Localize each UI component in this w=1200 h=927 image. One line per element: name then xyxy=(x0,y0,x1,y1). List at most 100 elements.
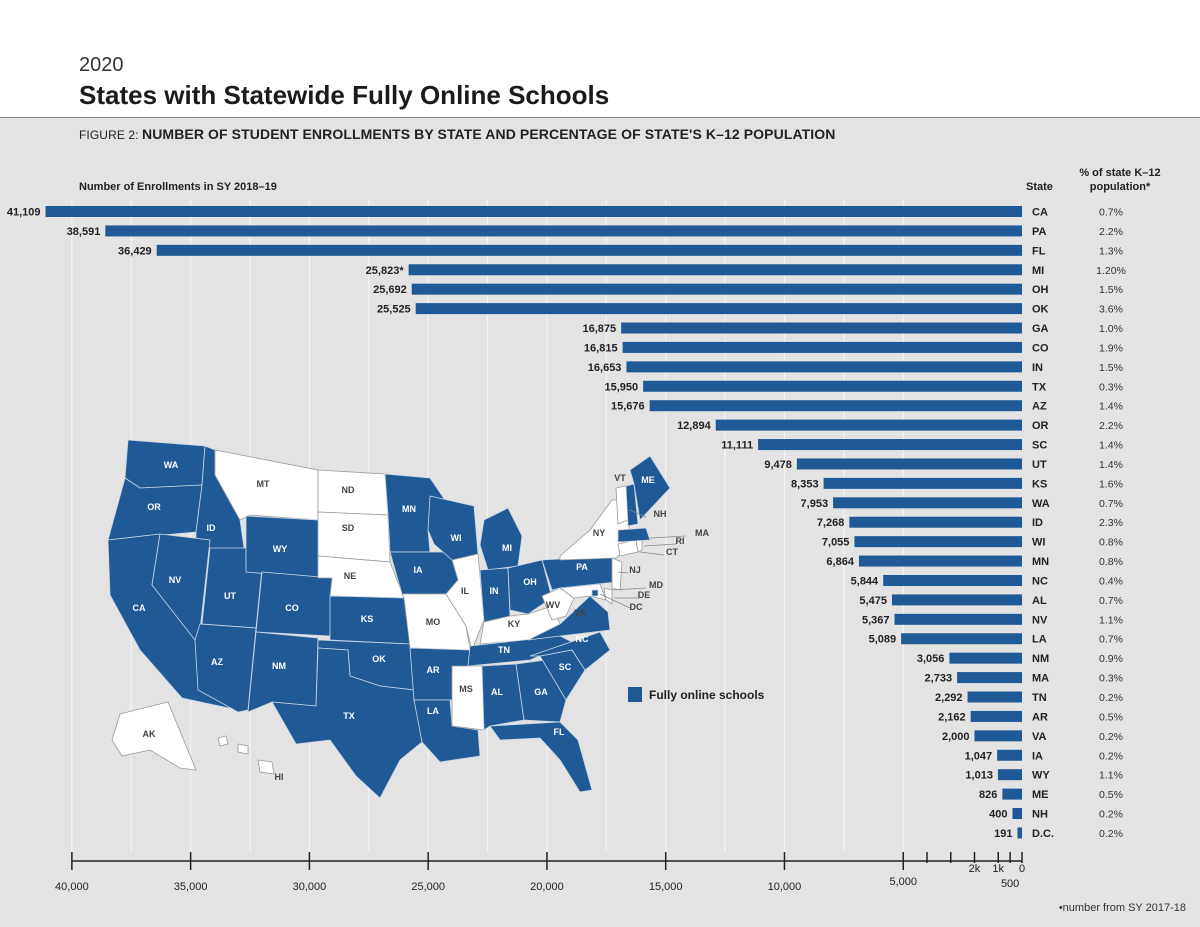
pct-label: 0.7% xyxy=(1099,595,1123,607)
map-label-il: IL xyxy=(461,586,470,596)
bar-la xyxy=(901,633,1022,645)
map-label-co: CO xyxy=(285,603,299,613)
bar-ca xyxy=(45,206,1023,217)
value-label: 9,478 xyxy=(764,459,792,471)
map-state-dc xyxy=(591,589,599,597)
map-leader-line xyxy=(639,551,665,556)
map-label-nd: ND xyxy=(342,485,355,495)
legend-swatch xyxy=(628,687,642,702)
x-tick-label: 10,000 xyxy=(768,881,802,893)
state-label: ME xyxy=(1032,789,1049,801)
bar-ma xyxy=(957,672,1022,684)
bar-me xyxy=(1002,788,1022,800)
state-label: AL xyxy=(1032,595,1047,607)
map-label-ia: IA xyxy=(414,565,424,575)
pct-label: 2.2% xyxy=(1099,226,1123,238)
state-label: VA xyxy=(1032,731,1047,743)
value-label: 5,844 xyxy=(851,575,879,587)
map-label-ks: KS xyxy=(361,614,374,624)
value-label: 3,056 xyxy=(917,653,945,665)
bar-or xyxy=(715,419,1022,431)
map-state-nh xyxy=(625,483,639,527)
map-state-nm xyxy=(247,631,319,713)
bar-mi xyxy=(408,264,1023,276)
value-label: 11,111 xyxy=(721,440,753,452)
map-label-ne: NE xyxy=(344,571,357,581)
state-label: MI xyxy=(1032,265,1044,277)
legend: Fully online schools xyxy=(628,687,765,702)
x-tick-label: 20,000 xyxy=(530,881,564,893)
x-tick-label: 1k xyxy=(992,863,1004,875)
state-label: OH xyxy=(1032,284,1049,296)
value-label: 191 xyxy=(994,828,1012,840)
value-label: 25,692 xyxy=(373,284,407,296)
bar-al xyxy=(891,594,1022,606)
map-label-hi: HI xyxy=(275,772,284,782)
map-state-mi xyxy=(479,507,523,571)
map-leader-line xyxy=(617,571,629,574)
map-label-ut: UT xyxy=(224,591,236,601)
pct-label: 1.1% xyxy=(1099,614,1123,626)
bar-oh xyxy=(411,283,1022,295)
value-label: 16,875 xyxy=(583,323,617,335)
pct-label: 1.4% xyxy=(1099,401,1123,413)
state-label: KS xyxy=(1032,478,1047,490)
pct-label: 2.3% xyxy=(1099,517,1123,529)
value-label: 25,823* xyxy=(366,265,405,277)
pct-label: 0.3% xyxy=(1099,381,1123,393)
bar-az xyxy=(649,400,1022,412)
value-label: 12,894 xyxy=(677,420,712,432)
pct-label: 0.3% xyxy=(1099,673,1123,685)
map-label-in: IN xyxy=(490,586,499,596)
value-label: 25,525 xyxy=(377,304,411,316)
map-label-nv: NV xyxy=(169,575,182,585)
state-label: CA xyxy=(1032,207,1048,219)
value-label: 8,353 xyxy=(791,478,819,490)
pct-label: 1.0% xyxy=(1099,323,1123,335)
pct-label: 0.5% xyxy=(1099,789,1123,801)
map-label-nm: NM xyxy=(272,661,286,671)
state-label: WI xyxy=(1032,537,1045,549)
pct-label: 0.2% xyxy=(1099,828,1123,840)
bar-in xyxy=(626,361,1022,373)
map-label-oh: OH xyxy=(523,577,537,587)
state-label: OK xyxy=(1032,304,1049,316)
pct-label: 0.5% xyxy=(1099,711,1123,723)
bar-ga xyxy=(621,322,1022,334)
bar-nc xyxy=(883,574,1022,586)
value-label: 41,109 xyxy=(7,207,41,219)
x-tick-label: 2k xyxy=(969,863,981,875)
map-label-fl: FL xyxy=(554,727,565,737)
map-label-nj: NJ xyxy=(629,565,641,575)
map-label-ak: AK xyxy=(143,729,156,739)
state-label: SC xyxy=(1032,440,1047,452)
x-tick-label: 30,000 xyxy=(293,881,327,893)
map-label-nh: NH xyxy=(654,509,667,519)
value-label: 1,047 xyxy=(965,750,993,762)
map-label-md: MD xyxy=(649,580,663,590)
value-label: 5,367 xyxy=(862,614,890,626)
pct-label: 0.7% xyxy=(1099,498,1123,510)
map-label-tn: TN xyxy=(498,645,510,655)
state-column-header: State xyxy=(1026,181,1053,193)
report-year: 2020 xyxy=(79,54,124,76)
map-label-wv: WV xyxy=(546,600,561,610)
value-label: 7,953 xyxy=(801,498,829,510)
state-label: WA xyxy=(1032,498,1050,510)
value-label: 6,864 xyxy=(826,556,854,568)
map-state-wv xyxy=(541,587,575,621)
map-state-nj xyxy=(611,557,623,591)
map-state-wi xyxy=(427,495,479,561)
map-leader-line xyxy=(611,587,647,591)
value-label: 7,055 xyxy=(822,537,850,549)
pct-label: 0.7% xyxy=(1099,207,1123,219)
bar-tx xyxy=(643,380,1022,392)
map-leader-line xyxy=(599,593,631,609)
value-label: 7,268 xyxy=(817,517,845,529)
map-state-ia xyxy=(389,551,459,595)
map-label-mt: MT xyxy=(257,479,270,489)
value-label: 16,815 xyxy=(584,342,618,354)
map-label-mi: MI xyxy=(502,543,512,553)
pct-label: 1.4% xyxy=(1099,459,1123,471)
map-leader-line xyxy=(629,509,647,518)
